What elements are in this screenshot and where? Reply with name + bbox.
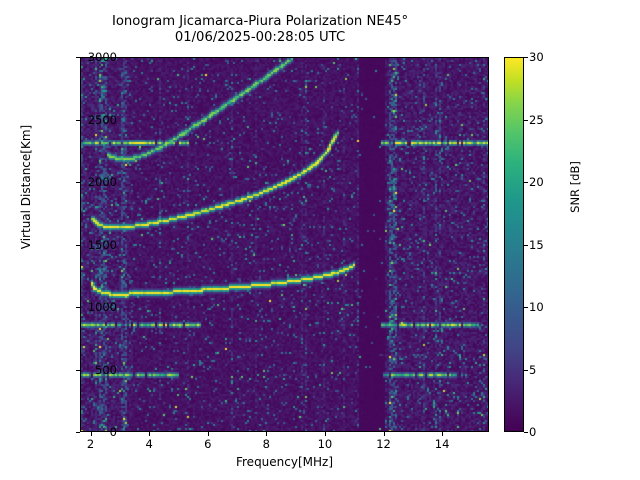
x-tick-label: 12 xyxy=(376,437,391,451)
colorbar-label: SNR [dB] xyxy=(568,161,582,213)
x-tick-mark xyxy=(324,432,326,436)
x-tick-mark xyxy=(266,432,268,436)
colorbar-tick-mark xyxy=(524,57,528,58)
colorbar-tick-label: 5 xyxy=(529,362,537,377)
x-tick-mark xyxy=(442,432,444,436)
x-tick-mark xyxy=(90,432,92,436)
colorbar-tick-label: 15 xyxy=(529,237,544,252)
ionogram-heatmap xyxy=(81,58,488,431)
plot-area xyxy=(80,57,489,432)
y-tick-label: 2500 xyxy=(87,112,117,127)
y-tick-label: 2000 xyxy=(87,175,117,189)
chart-title: Ionogram Jicamarca-Piura Polarization NE… xyxy=(111,14,409,45)
y-tick-mark xyxy=(76,369,80,371)
colorbar-tick-label: 0 xyxy=(529,425,537,439)
y-tick-label: 500 xyxy=(95,362,117,377)
colorbar xyxy=(504,57,524,432)
y-tick-mark xyxy=(76,432,80,433)
y-tick-label: 3000 xyxy=(87,50,117,64)
x-tick-label: 14 xyxy=(434,437,450,451)
x-tick-label: 10 xyxy=(317,437,333,451)
colorbar-tick-mark xyxy=(524,244,528,246)
x-tick-mark xyxy=(207,432,209,436)
y-tick-mark xyxy=(76,57,80,58)
colorbar-tick-label: 20 xyxy=(529,175,544,189)
colorbar-tick-label: 30 xyxy=(529,50,544,64)
colorbar-tick-mark xyxy=(524,432,528,433)
y-tick-label: 0 xyxy=(109,425,117,439)
x-axis-label: Frequency[MHz] xyxy=(235,455,334,469)
colorbar-tick-mark xyxy=(524,307,528,308)
x-tick-mark xyxy=(383,432,385,436)
y-tick-mark xyxy=(76,307,80,308)
y-tick-mark xyxy=(76,244,80,246)
y-tick-mark xyxy=(76,182,80,183)
x-tick-mark xyxy=(149,432,151,436)
x-tick-label: 6 xyxy=(204,437,212,451)
colorbar-tick-mark xyxy=(524,119,528,121)
x-tick-label: 8 xyxy=(262,437,270,451)
y-axis-label: Virtual Distance[Km] xyxy=(19,124,33,250)
colorbar-tick-mark xyxy=(524,182,528,183)
x-tick-label: 4 xyxy=(145,437,153,451)
y-tick-mark xyxy=(76,119,80,121)
colorbar-tick-label: 25 xyxy=(529,112,544,127)
y-tick-label: 1000 xyxy=(87,300,117,314)
y-tick-label: 1500 xyxy=(87,237,117,252)
colorbar-tick-label: 10 xyxy=(529,300,544,314)
x-tick-label: 2 xyxy=(86,437,95,451)
colorbar-tick-mark xyxy=(524,369,528,371)
